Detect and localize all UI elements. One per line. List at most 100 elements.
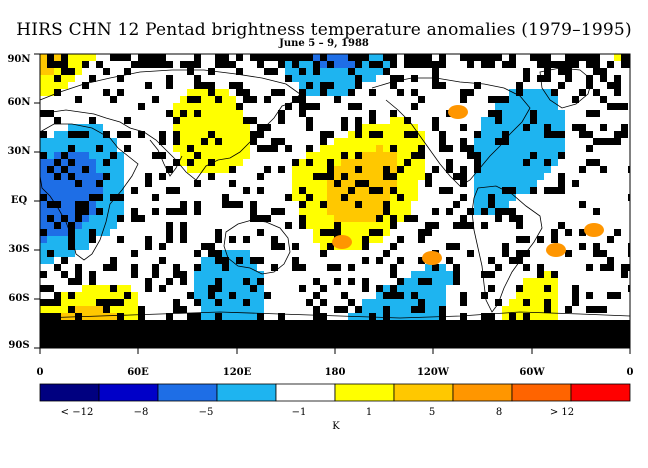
anomaly-cell — [369, 89, 376, 96]
anomaly-cell — [621, 131, 628, 138]
anomaly-cell — [523, 96, 530, 103]
anomaly-cell — [236, 110, 243, 117]
anomaly-cell — [509, 215, 516, 222]
anomaly-cell — [75, 334, 82, 341]
anomaly-cell — [257, 285, 264, 292]
anomaly-cell — [516, 222, 523, 229]
anomaly-cell — [327, 208, 334, 215]
anomaly-cell — [40, 138, 47, 145]
anomaly-cell — [257, 271, 264, 278]
anomaly-cell — [61, 68, 68, 75]
anomaly-cell — [397, 180, 404, 187]
anomaly-cell — [117, 194, 124, 201]
anomaly-cell — [96, 320, 103, 327]
anomaly-cell — [159, 257, 166, 264]
lat-label-eq: EQ — [10, 195, 28, 206]
anomaly-cell — [411, 341, 418, 348]
anomaly-cell — [103, 166, 110, 173]
anomaly-cell — [173, 159, 180, 166]
anomaly-cell — [439, 327, 446, 334]
anomaly-cell — [96, 208, 103, 215]
anomaly-cell — [593, 208, 600, 215]
anomaly-cell — [47, 299, 54, 306]
anomaly-cell — [495, 110, 502, 117]
anomaly-cell — [348, 264, 355, 271]
anomaly-cell — [523, 75, 530, 82]
anomaly-cell — [390, 222, 397, 229]
anomaly-cell — [278, 89, 285, 96]
anomaly-cell — [376, 236, 383, 243]
anomaly-cell — [229, 306, 236, 313]
anomaly-cell — [40, 208, 47, 215]
anomaly-cell — [320, 285, 327, 292]
anomaly-cell — [313, 103, 320, 110]
anomaly-cell — [61, 131, 68, 138]
anomaly-cell — [348, 243, 355, 250]
anomaly-cell — [376, 54, 383, 61]
anomaly-cell — [439, 54, 446, 61]
anomaly-cell — [621, 124, 628, 131]
anomaly-cell — [89, 166, 96, 173]
anomaly-cell — [229, 236, 236, 243]
anomaly-cell — [208, 250, 215, 257]
anomaly-cell — [96, 327, 103, 334]
anomaly-cell — [348, 131, 355, 138]
anomaly-cell — [124, 292, 131, 299]
anomaly-cell — [355, 215, 362, 222]
anomaly-cell — [362, 152, 369, 159]
anomaly-cell — [439, 299, 446, 306]
anomaly-cell — [523, 250, 530, 257]
anomaly-cell — [96, 201, 103, 208]
colorbar-label-3: −5 — [198, 407, 214, 418]
anomaly-cell — [341, 180, 348, 187]
anomaly-cell — [215, 152, 222, 159]
anomaly-cell — [369, 138, 376, 145]
anomaly-cell — [82, 145, 89, 152]
anomaly-cell — [187, 117, 194, 124]
anomaly-cell — [327, 215, 334, 222]
anomaly-cell — [369, 110, 376, 117]
anomaly-cell — [96, 194, 103, 201]
anomaly-cell — [390, 131, 397, 138]
anomaly-cell — [215, 61, 222, 68]
anomaly-cell — [187, 131, 194, 138]
anomaly-cell — [481, 222, 488, 229]
anomaly-cell — [61, 334, 68, 341]
anomaly-cell — [54, 194, 61, 201]
anomaly-cell — [68, 145, 75, 152]
anomaly-cell — [306, 145, 313, 152]
anomaly-cell — [215, 103, 222, 110]
anomaly-cell — [236, 257, 243, 264]
anomaly-cell — [138, 320, 145, 327]
anomaly-cell — [446, 243, 453, 250]
anomaly-cell — [467, 208, 474, 215]
anomaly-cell — [278, 54, 285, 61]
anomaly-cell — [474, 131, 481, 138]
anomaly-cell — [362, 285, 369, 292]
anomaly-cell — [397, 75, 404, 82]
anomaly-cell — [579, 341, 586, 348]
anomaly-cell — [453, 222, 460, 229]
anomaly-cell — [418, 229, 425, 236]
anomaly-cell — [82, 243, 89, 250]
anomaly-cell — [124, 341, 131, 348]
anomaly-cell — [96, 334, 103, 341]
anomaly-cell — [495, 334, 502, 341]
anomaly-cell — [278, 243, 285, 250]
anomaly-cell — [236, 271, 243, 278]
anomaly-cell — [481, 201, 488, 208]
anomaly-cell — [68, 201, 75, 208]
anomaly-cell — [341, 201, 348, 208]
anomaly-cell — [355, 124, 362, 131]
anomaly-cell — [628, 320, 630, 327]
anomaly-cell — [208, 117, 215, 124]
anomaly-cell — [418, 236, 425, 243]
anomaly-cell — [523, 285, 530, 292]
anomaly-cell — [474, 341, 481, 348]
anomaly-cell — [54, 299, 61, 306]
anomaly-cell — [544, 341, 551, 348]
anomaly-cell — [61, 222, 68, 229]
anomaly-cell — [621, 264, 628, 271]
anomaly-cell — [348, 334, 355, 341]
anomaly-cell — [488, 180, 495, 187]
